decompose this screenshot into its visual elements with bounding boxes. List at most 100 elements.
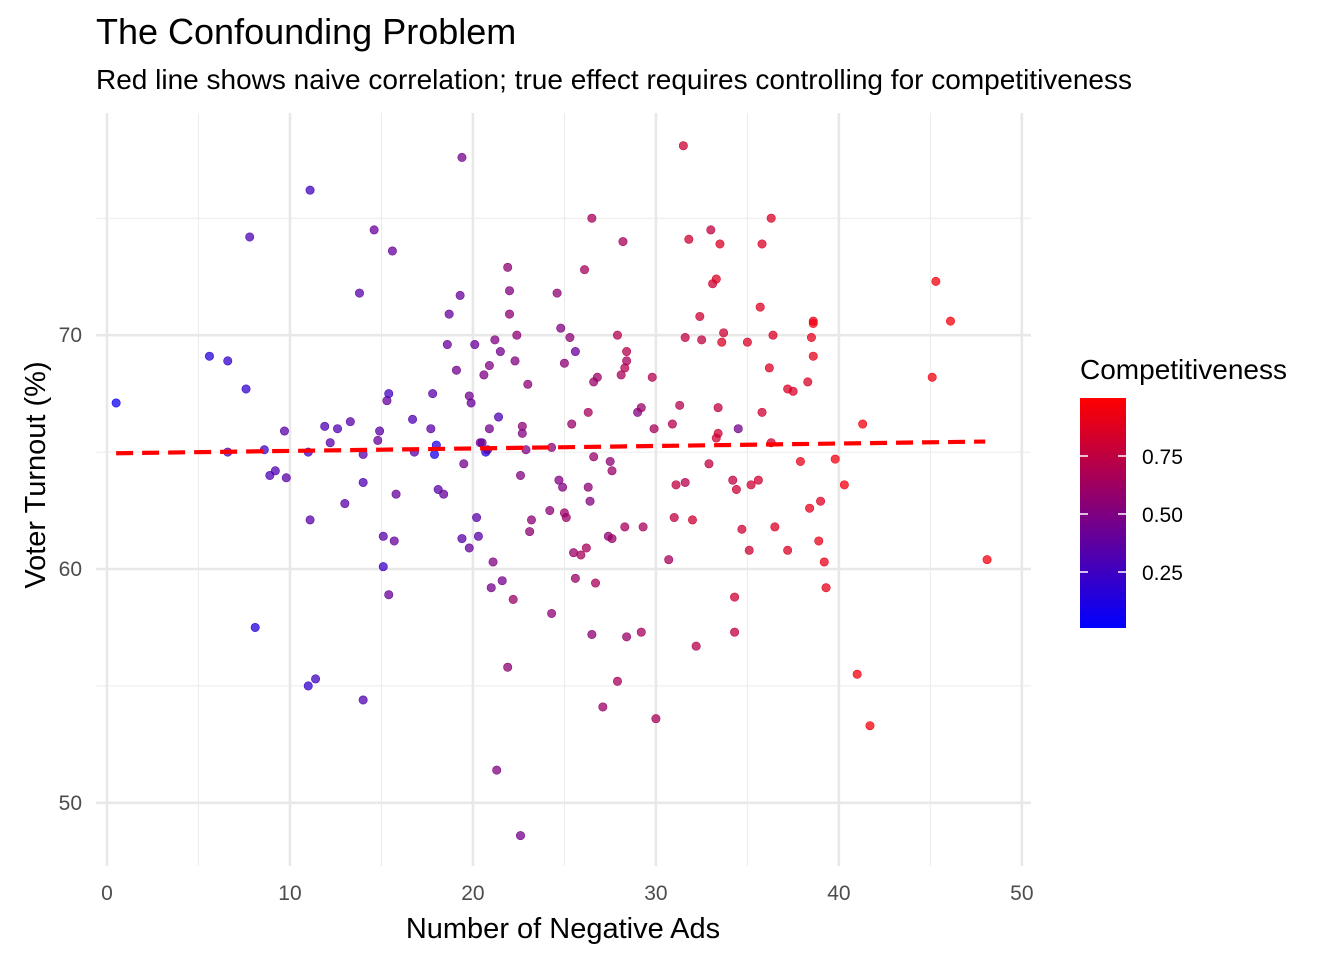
x-tick-labels: 0 10 20 30 40 50 [101, 882, 1033, 905]
data-point [649, 424, 659, 434]
data-point [803, 377, 813, 387]
data-point [622, 347, 632, 357]
data-point [466, 398, 476, 408]
data-point [587, 213, 597, 223]
data-point [558, 482, 568, 492]
x-tick-label: 0 [101, 882, 113, 905]
data-point [805, 503, 815, 513]
data-point [704, 459, 714, 469]
data-point [730, 627, 740, 637]
data-point [680, 477, 690, 487]
data-point [636, 403, 646, 413]
data-point [354, 288, 364, 298]
data-point [279, 426, 289, 436]
data-point [607, 534, 617, 544]
data-point [576, 550, 586, 560]
data-point [795, 456, 805, 466]
data-point [241, 384, 251, 394]
data-point [204, 351, 214, 361]
data-point [345, 417, 355, 427]
data-point [814, 536, 824, 546]
data-point [517, 428, 527, 438]
data-point [664, 555, 674, 565]
data-point [675, 400, 685, 410]
data-point [746, 480, 756, 490]
data-point [808, 318, 818, 328]
data-point [711, 274, 721, 284]
data-point [620, 522, 630, 532]
data-point [516, 831, 526, 841]
legend-label: 0.50 [1142, 504, 1183, 527]
data-point [684, 234, 694, 244]
data-point [457, 152, 467, 162]
y-axis-title: Voter Turnout (%) [20, 361, 52, 588]
data-point [305, 185, 315, 195]
data-point [503, 262, 513, 272]
x-tick-label: 20 [461, 882, 484, 905]
data-point [473, 531, 483, 541]
data-point [378, 562, 388, 572]
data-point [612, 676, 622, 686]
y-tick-label: 50 [59, 792, 82, 815]
data-point [757, 407, 767, 417]
data-point [585, 496, 595, 506]
data-point [451, 365, 461, 375]
data-point [320, 421, 330, 431]
data-point [378, 531, 388, 541]
data-point [305, 515, 315, 525]
x-axis-title: Number of Negative Ads [406, 913, 720, 945]
data-point [561, 513, 571, 523]
trend-line-layer [116, 439, 986, 456]
data-point [830, 454, 840, 464]
data-point [545, 506, 555, 516]
data-point [358, 477, 368, 487]
data-point [687, 515, 697, 525]
data-point [647, 372, 657, 382]
data-point [806, 332, 816, 342]
data-point [757, 239, 767, 249]
data-point [731, 484, 741, 494]
data-point [428, 389, 438, 399]
data-point [671, 480, 681, 490]
data-point [788, 386, 798, 396]
major-gridlines [96, 113, 1031, 866]
data-point [583, 482, 593, 492]
x-tick-label: 40 [827, 882, 850, 905]
data-point [554, 475, 564, 485]
data-point [470, 340, 480, 350]
data-point [516, 470, 526, 480]
legend: Competitiveness 0.75 0.50 0.25 [1080, 354, 1287, 628]
data-point [303, 681, 313, 691]
data-point [706, 225, 716, 235]
data-point [505, 286, 515, 296]
data-point [713, 428, 723, 438]
data-point [719, 328, 729, 338]
data-point [580, 265, 590, 275]
data-point [373, 435, 383, 445]
chart-subtitle: Red line shows naive correlation; true e… [96, 64, 1132, 95]
data-point [457, 534, 467, 544]
data-point [223, 356, 233, 366]
data-point [375, 426, 385, 436]
data-point [839, 480, 849, 490]
data-point [340, 499, 350, 509]
data-point [592, 372, 602, 382]
data-point [598, 702, 608, 712]
data-point [408, 414, 418, 424]
data-point [505, 309, 515, 319]
data-point [384, 590, 394, 600]
data-point [484, 424, 494, 434]
data-point [510, 356, 520, 366]
data-point [766, 213, 776, 223]
data-point [250, 622, 260, 632]
data-point [618, 237, 628, 247]
trend-line [116, 439, 986, 456]
data-point [616, 370, 626, 380]
data-point [426, 424, 436, 434]
data-point [819, 557, 829, 567]
data-point [945, 316, 955, 326]
data-point [503, 662, 513, 672]
data-point [111, 398, 121, 408]
x-tick-label: 10 [278, 882, 301, 905]
